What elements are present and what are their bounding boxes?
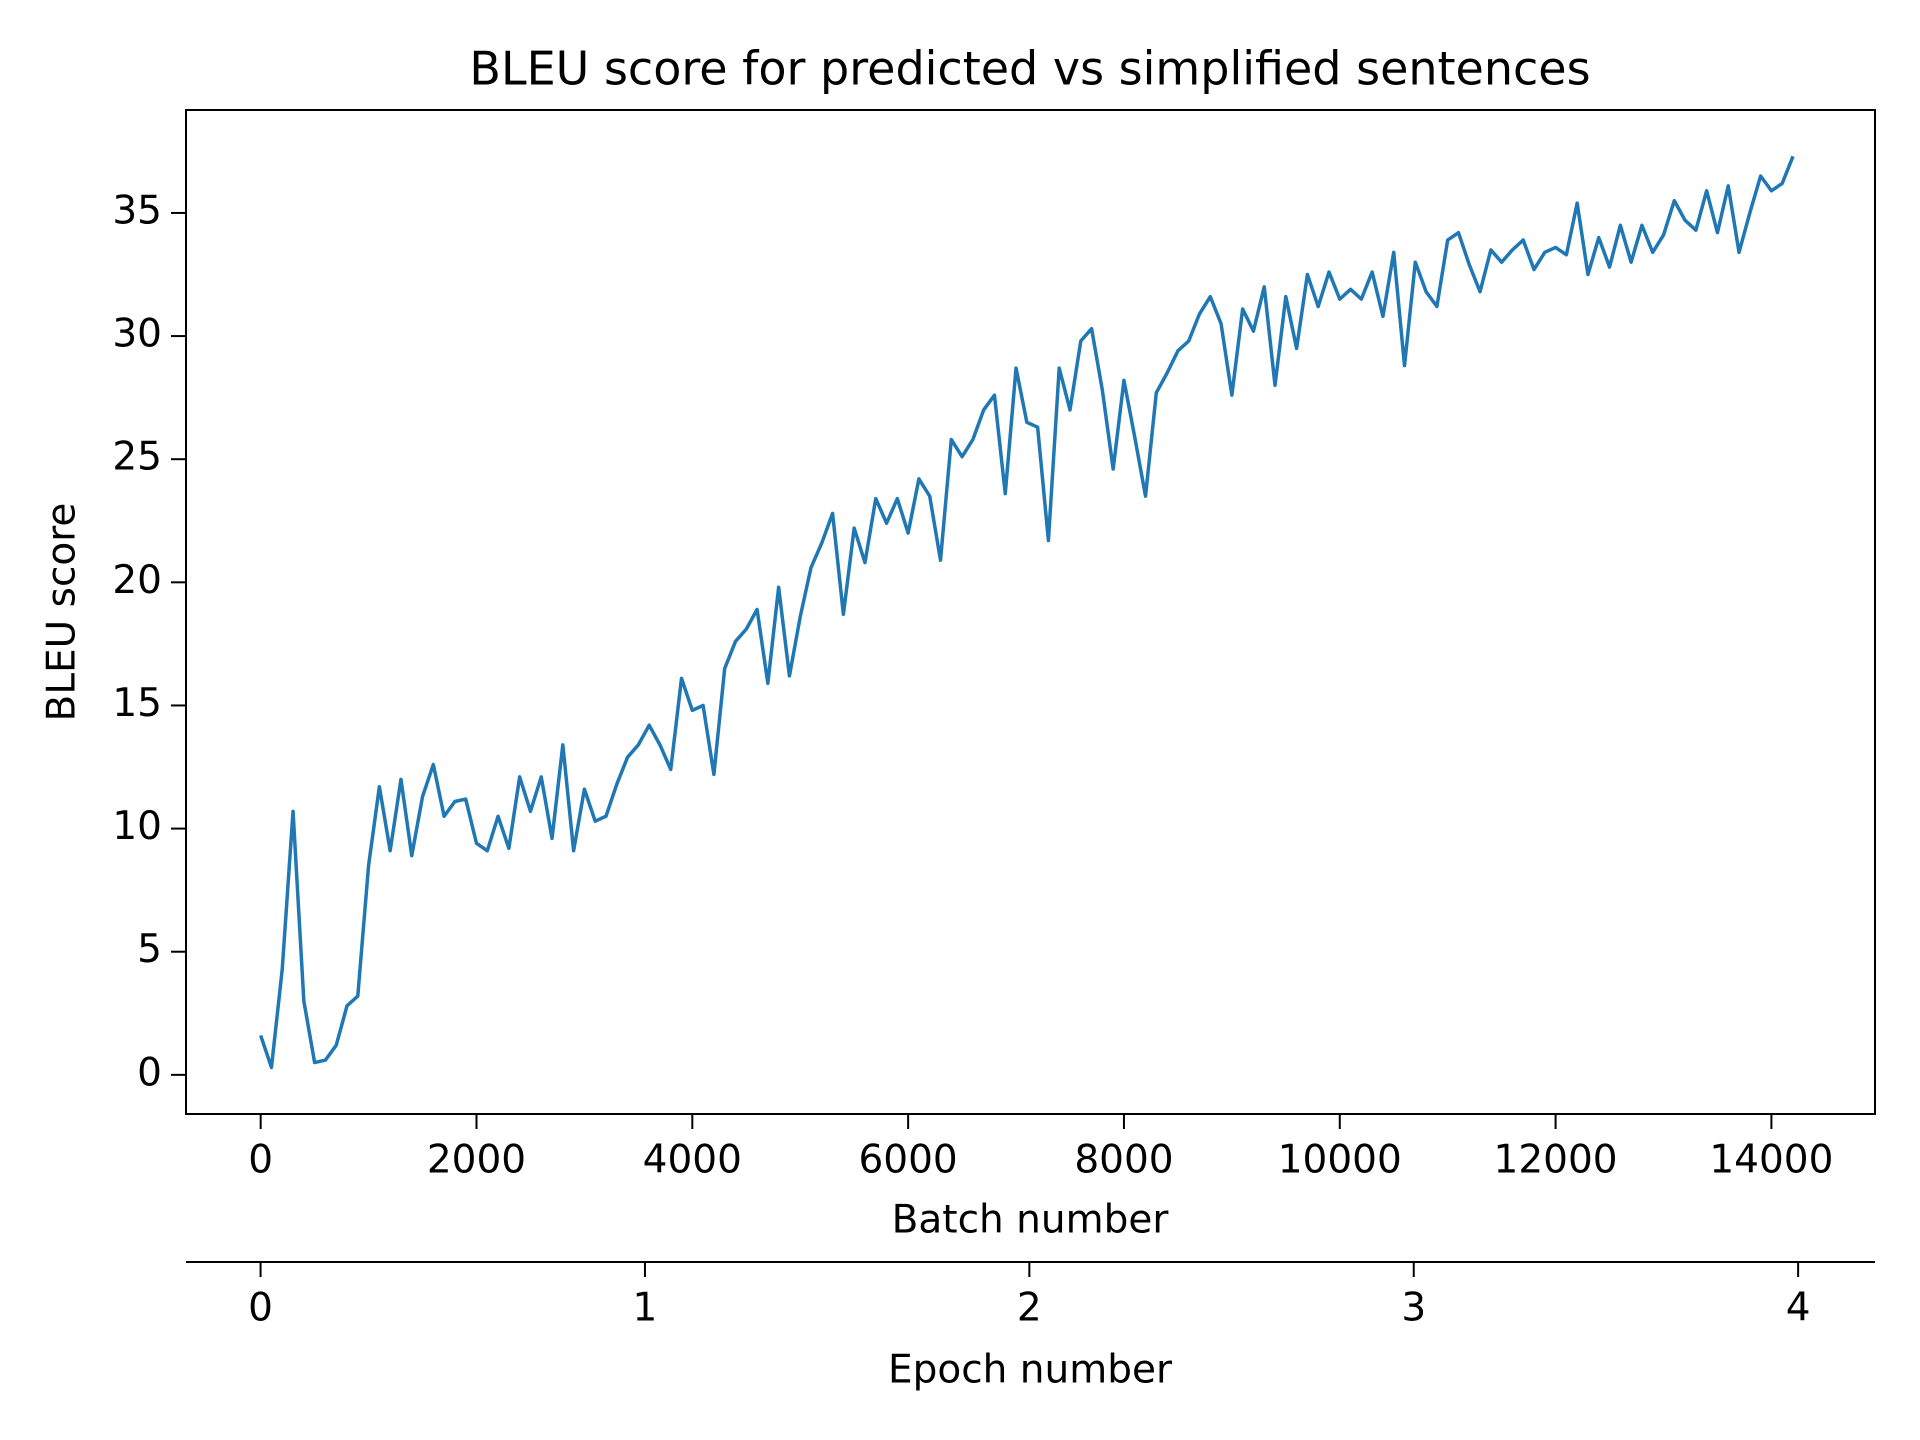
x-axis-label: Batch number [892, 1198, 1170, 1243]
y-tick-label: 20 [112, 558, 162, 603]
x-tick-label: 12000 [1494, 1138, 1618, 1183]
x-tick-label: 14000 [1709, 1138, 1833, 1183]
y-tick-label: 30 [112, 312, 162, 357]
y-axis-label: BLEU score [40, 503, 85, 722]
x2-tick-label: 1 [633, 1286, 658, 1331]
x-tick-label: 8000 [1074, 1138, 1173, 1183]
data-line [259, 155, 1795, 1070]
y-tick-label: 10 [112, 804, 162, 849]
x-tick-label: 2000 [427, 1138, 526, 1183]
chart-title: BLEU score for predicted vs simplified s… [469, 42, 1590, 96]
plot-frame [185, 109, 1876, 1115]
y-tick-label: 15 [112, 681, 162, 726]
x-tick-label: 4000 [643, 1138, 742, 1183]
x2-axis-label: Epoch number [888, 1348, 1173, 1393]
x-tick-label: 6000 [858, 1138, 957, 1183]
y-tick-label: 35 [112, 188, 162, 233]
y-tick-label: 0 [137, 1050, 162, 1095]
x2-tick-label: 0 [248, 1286, 273, 1331]
x2-tick-label: 2 [1017, 1286, 1042, 1331]
y-tick-label: 5 [137, 927, 162, 972]
x2-tick-label: 3 [1401, 1286, 1426, 1331]
x-tick-label: 10000 [1278, 1138, 1402, 1183]
x-tick-label: 0 [248, 1138, 273, 1183]
y-tick-label: 25 [112, 435, 162, 480]
x2-tick-label: 4 [1786, 1286, 1811, 1331]
